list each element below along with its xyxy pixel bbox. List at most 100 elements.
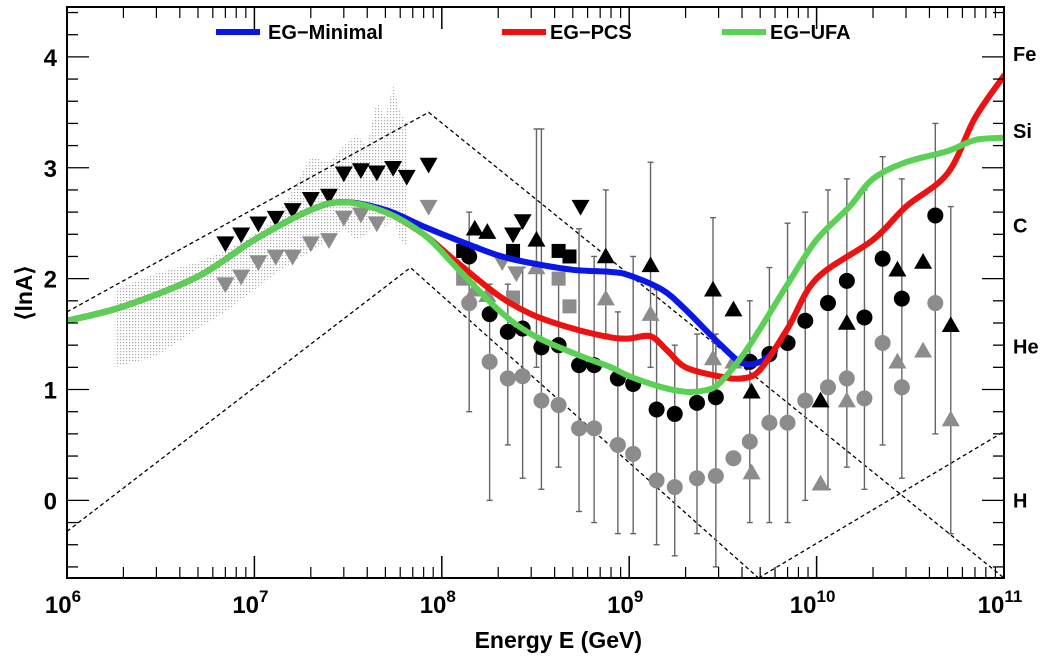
legend: EG−Minimal EG−PCS EG−UFA <box>216 22 851 44</box>
y-tick-label: 2 <box>44 267 57 294</box>
gray-circle-marker <box>741 433 758 450</box>
shaded-band <box>114 84 407 368</box>
gray-triangle-down-marker <box>283 249 302 266</box>
gray-triangle-down-marker <box>351 207 370 224</box>
black-triangle-down-marker <box>571 199 590 216</box>
gray-triangle-down-marker <box>216 277 235 294</box>
black-triangle-down-marker <box>397 169 416 186</box>
gray-circle-marker <box>838 370 855 387</box>
black-square-marker <box>506 243 521 258</box>
black-triangle-down-marker <box>319 188 338 205</box>
black-circle-marker <box>499 323 516 340</box>
dashed-line-lower <box>67 266 759 578</box>
black-triangle-up-marker <box>888 260 907 277</box>
series-line-2 <box>67 134 1004 395</box>
gray-triangle-down-marker <box>301 236 320 253</box>
axes: 106 107 108 109 1010 1011 0 1 2 3 4 Fe Si C He H <box>44 7 1039 619</box>
black-triangle-up-marker <box>641 256 660 273</box>
gray-triangle-up-marker <box>596 289 615 306</box>
gray-circle-marker <box>893 379 910 396</box>
y-tick-label: 4 <box>44 45 58 72</box>
black-circle-marker <box>838 272 855 289</box>
black-triangle-down-marker <box>283 203 302 219</box>
element-label: H <box>1013 490 1027 512</box>
black-circle-marker <box>688 394 705 411</box>
black-circle-marker <box>927 207 944 224</box>
gray-circle-marker <box>688 470 705 487</box>
element-label: Si <box>1013 121 1032 143</box>
element-label: Fe <box>1013 44 1036 66</box>
legend-label: EG−PCS <box>550 22 632 44</box>
black-triangle-down-marker <box>334 166 353 183</box>
gray-circle-marker <box>586 420 603 437</box>
black-triangle-down-marker <box>419 157 438 174</box>
black-triangle-down-marker <box>266 210 285 227</box>
gray-circle-marker <box>648 472 665 489</box>
gray-triangle-up-marker <box>742 463 761 480</box>
gray-triangle-up-marker <box>941 410 960 427</box>
black-circle-marker <box>893 290 910 307</box>
black-triangle-up-marker <box>742 382 761 399</box>
gray-triangle-down-marker <box>249 255 268 272</box>
gray-triangle-up-marker <box>811 474 830 491</box>
x-tick-label: 1010 <box>790 587 836 619</box>
gray-triangle-up-marker <box>888 352 907 369</box>
black-triangle-down-marker <box>216 236 235 253</box>
legend-label: EG−UFA <box>770 22 851 44</box>
gray-triangle-down-marker <box>319 233 338 249</box>
x-tick-label: 109 <box>607 587 643 619</box>
x-tick-label: 1011 <box>978 587 1023 619</box>
plot-frame <box>66 6 1005 579</box>
black-triangle-up-marker <box>703 280 722 297</box>
gray-triangle-up-marker <box>641 305 660 321</box>
black-triangle-down-marker <box>301 192 320 208</box>
black-triangle-down-marker <box>232 227 251 244</box>
black-square-marker <box>562 249 577 264</box>
gray-circle-marker <box>797 392 814 409</box>
black-triangle-up-marker <box>596 247 615 264</box>
gray-triangle-up-marker <box>703 349 722 366</box>
gray-circle-marker <box>761 414 778 431</box>
black-circle-marker <box>707 389 724 406</box>
black-circle-marker <box>571 357 588 374</box>
x-axis-title: Energy E (GeV) <box>475 627 642 653</box>
model-range-dashed-lines <box>67 111 1004 578</box>
black-triangle-down-marker <box>351 163 370 179</box>
y-tick-label: 3 <box>44 156 57 183</box>
gray-circle-marker <box>609 436 626 453</box>
black-circle-marker <box>874 250 891 267</box>
x-tick-label: 108 <box>420 587 456 619</box>
black-square-marker <box>551 243 566 258</box>
gray-circle-marker <box>481 353 498 370</box>
black-triangle-down-marker <box>504 227 523 244</box>
x-tick-label: 107 <box>232 587 268 619</box>
gray-circle-marker <box>707 467 724 484</box>
gray-circle-marker <box>779 414 796 431</box>
gray-circle-marker <box>856 390 873 407</box>
gray-triangle-down-marker <box>507 266 526 283</box>
black-circle-marker <box>481 306 498 323</box>
gray-triangle-down-marker <box>232 269 251 286</box>
gray-circle-marker <box>874 334 891 351</box>
gray-circle-marker <box>550 397 567 414</box>
gray-triangle-up-marker <box>837 391 856 408</box>
black-square-marker <box>456 243 471 258</box>
gray-circle-marker <box>666 479 683 496</box>
black-circle-marker <box>797 312 814 329</box>
gray-circle-marker <box>533 392 550 409</box>
gray-triangle-down-marker <box>367 216 386 233</box>
black-triangle-up-marker <box>811 391 830 408</box>
black-triangle-down-marker <box>367 165 386 182</box>
black-triangle-up-marker <box>914 253 933 269</box>
data-markers <box>216 157 960 496</box>
black-circle-marker <box>666 405 683 422</box>
element-label: C <box>1013 215 1027 237</box>
gray-circle-marker <box>571 420 588 437</box>
gray-circle-marker <box>514 368 531 385</box>
black-triangle-up-marker <box>465 219 484 236</box>
x-tick-label: 106 <box>45 587 81 619</box>
gray-circle-marker <box>499 370 516 387</box>
y-tick-label: 1 <box>44 378 57 405</box>
gray-triangle-down-marker <box>334 210 353 227</box>
